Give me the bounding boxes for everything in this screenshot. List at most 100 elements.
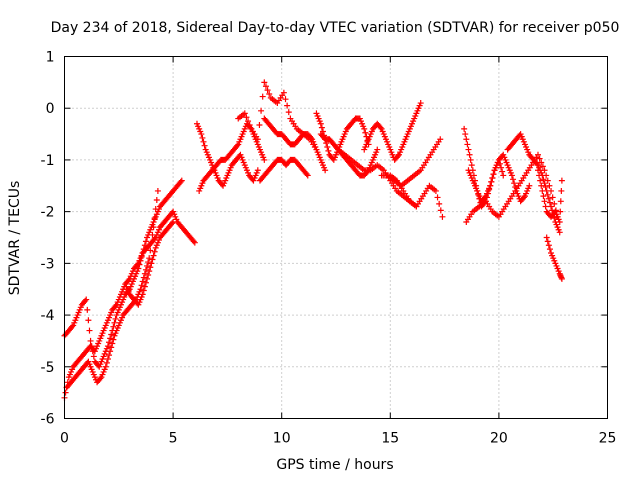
data-point-marker <box>417 100 424 107</box>
data-point-marker <box>470 172 477 179</box>
y-tick-label: 0 <box>46 101 55 117</box>
series-arc-18 <box>461 125 507 210</box>
data-point-marker <box>190 238 197 245</box>
data-point-marker <box>498 164 505 171</box>
data-point-marker <box>545 242 552 249</box>
data-point-marker <box>104 343 111 350</box>
data-point-marker <box>82 297 89 304</box>
chart-title: Day 234 of 2018, Sidereal Day-to-day VTE… <box>51 20 620 36</box>
data-point-marker <box>303 171 310 178</box>
data-point-marker <box>141 270 148 277</box>
data-point-marker <box>140 287 147 294</box>
data-point-marker <box>148 260 155 267</box>
data-point-marker <box>110 336 117 343</box>
data-point-marker <box>85 317 92 324</box>
data-point-marker <box>510 176 517 183</box>
data-point-marker <box>146 268 153 275</box>
data-point-marker <box>149 256 156 263</box>
data-point-marker <box>466 151 473 158</box>
data-point-marker <box>144 275 151 282</box>
data-point-marker <box>146 255 153 262</box>
data-point-marker <box>151 248 158 255</box>
data-point-marker <box>141 242 148 249</box>
series-arc-13 <box>361 100 424 163</box>
series-arc-6 <box>193 120 261 189</box>
data-point-marker <box>481 199 488 206</box>
data-point-marker <box>153 197 160 204</box>
data-point-marker <box>488 178 495 185</box>
data-point-marker <box>200 138 207 145</box>
data-point-marker <box>317 120 324 127</box>
data-point-marker <box>308 134 315 141</box>
data-point-marker <box>280 89 287 96</box>
data-point-marker <box>436 200 443 207</box>
data-point-marker <box>142 238 149 245</box>
data-point-marker <box>539 187 546 194</box>
data-point-marker <box>137 286 144 293</box>
y-tick-label: -1 <box>41 153 55 169</box>
data-point-marker <box>138 253 145 260</box>
data-point-marker <box>551 200 558 207</box>
data-point-marker <box>88 343 95 350</box>
data-point-marker <box>557 208 564 215</box>
data-point-marker <box>467 156 474 163</box>
data-point-marker <box>473 182 480 189</box>
data-point-marker <box>264 87 271 94</box>
data-point-marker <box>147 247 154 254</box>
data-point-marker <box>234 142 241 149</box>
data-point-marker <box>111 319 118 326</box>
data-point-marker <box>112 315 119 322</box>
data-point-marker <box>318 124 325 131</box>
data-point-marker <box>434 194 441 201</box>
data-point-marker <box>462 131 469 138</box>
data-point-marker <box>558 187 565 194</box>
data-point-marker <box>439 213 446 220</box>
data-point-marker <box>324 144 331 150</box>
x-tick-label: 20 <box>490 431 508 447</box>
data-point-marker <box>475 191 482 198</box>
data-point-marker <box>86 327 93 334</box>
data-point-marker <box>148 239 155 246</box>
data-point-marker <box>374 146 381 153</box>
data-point-marker <box>472 177 479 184</box>
y-tick-label: -4 <box>41 308 55 324</box>
data-point-marker <box>539 163 546 170</box>
data-point-marker <box>139 250 146 257</box>
y-tick-label: -6 <box>41 412 55 428</box>
data-point-marker <box>138 282 145 289</box>
data-point-marker <box>89 348 96 355</box>
data-point-marker <box>144 262 151 269</box>
data-point-marker <box>543 234 550 241</box>
data-point-marker <box>110 323 117 330</box>
data-point-marker <box>198 131 205 138</box>
data-point-marker <box>102 363 109 370</box>
data-point-marker <box>261 79 268 86</box>
data-point-marker <box>150 252 157 259</box>
series-arc-15 <box>387 172 446 220</box>
data-point-marker <box>546 246 553 253</box>
data-point-marker <box>508 172 515 179</box>
data-point-marker <box>558 275 565 282</box>
data-point-marker <box>284 102 291 109</box>
data-point-marker <box>542 203 549 210</box>
data-point-marker <box>135 265 142 272</box>
series-arc-8 <box>256 156 311 184</box>
data-point-marker <box>145 271 152 278</box>
data-point-marker <box>245 118 252 125</box>
data-point-marker <box>199 134 206 141</box>
data-point-marker <box>151 215 158 222</box>
data-point-marker <box>69 323 76 330</box>
series-arc-2 <box>61 177 185 370</box>
data-point-marker <box>170 218 177 225</box>
data-point-marker <box>542 184 549 191</box>
data-point-marker <box>432 187 439 194</box>
data-point-marker <box>261 156 268 163</box>
data-point-marker <box>437 136 444 143</box>
data-point-marker <box>377 124 384 131</box>
data-point-marker <box>544 238 551 245</box>
data-point-marker <box>285 109 292 116</box>
data-point-marker <box>511 180 518 187</box>
series-arc-11 <box>317 131 381 179</box>
data-point-marker <box>266 90 273 97</box>
